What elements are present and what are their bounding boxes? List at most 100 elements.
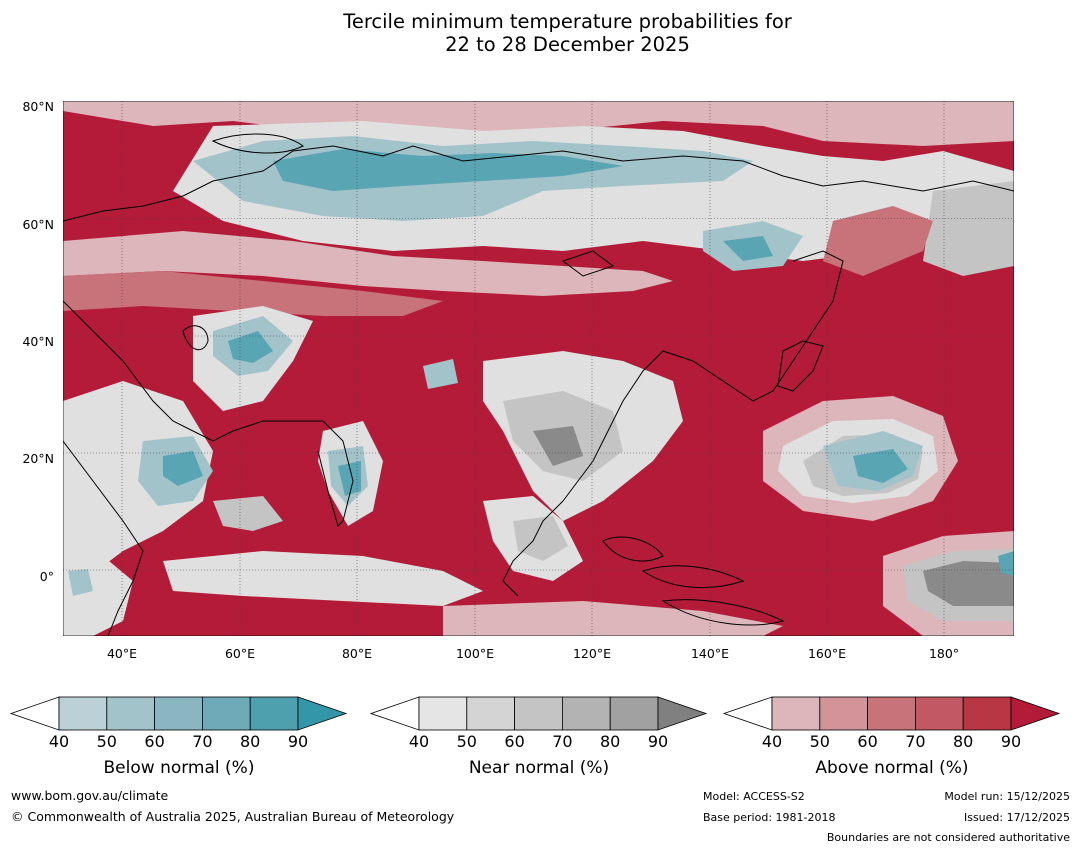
colorbar-below-title: Below normal (%) bbox=[103, 758, 255, 778]
probability-region bbox=[163, 551, 483, 606]
tick-label: 80 bbox=[240, 732, 261, 751]
tick-label: 80 bbox=[953, 732, 974, 751]
probability-region bbox=[853, 449, 908, 483]
probability-region bbox=[68, 569, 93, 596]
probability-region bbox=[228, 331, 273, 363]
coastline bbox=[62, 145, 1015, 222]
tick-label: 60 bbox=[504, 732, 525, 751]
coastline bbox=[211, 133, 304, 154]
probability-region bbox=[923, 561, 1014, 606]
tick-label: 60 bbox=[857, 732, 878, 751]
colorbar-above-title: Above normal (%) bbox=[815, 758, 969, 778]
colorbar-near-ticks: 40 50 60 70 80 90 bbox=[370, 732, 708, 752]
probability-region bbox=[723, 236, 773, 261]
coastline bbox=[602, 536, 664, 562]
tick-label: 70 bbox=[192, 732, 213, 751]
probability-map bbox=[62, 100, 1015, 637]
coastline bbox=[562, 350, 754, 502]
probability-region bbox=[823, 206, 933, 276]
colorbar-below-normal bbox=[10, 696, 348, 731]
colorbar-swatch bbox=[249, 696, 299, 731]
colorbar-swatch bbox=[867, 696, 916, 731]
colorbar-below-ticks: 40 50 60 70 80 90 bbox=[10, 732, 348, 752]
tick-label: 40 bbox=[408, 732, 430, 751]
model-run-date: Model run: 15/12/2025 bbox=[944, 790, 1070, 803]
map-title: Tercile minimum temperature probabilitie… bbox=[0, 10, 1081, 56]
probability-region bbox=[63, 231, 673, 296]
lat-label-80n: 80°N bbox=[22, 99, 54, 114]
colorbar-above-max-extension bbox=[1010, 696, 1061, 731]
tick-label: 60 bbox=[144, 732, 165, 751]
copyright-text: © Commonwealth of Australia 2025, Austra… bbox=[11, 809, 455, 824]
probability-region bbox=[533, 426, 583, 466]
probability-region bbox=[163, 451, 203, 486]
colorbar-swatch bbox=[154, 696, 203, 731]
gridlines bbox=[63, 101, 1014, 636]
colorbar-below-max-extension bbox=[297, 696, 348, 731]
colorbar-near-max-extension bbox=[657, 696, 708, 731]
tick-label: 90 bbox=[1000, 732, 1022, 751]
probability-region bbox=[923, 181, 1014, 276]
colorbar-swatch bbox=[819, 696, 869, 731]
title-line-2: 22 to 28 December 2025 bbox=[445, 33, 690, 56]
coastline bbox=[661, 599, 785, 626]
coastline bbox=[777, 340, 824, 392]
probability-region bbox=[423, 359, 458, 389]
lon-label-120e: 120°E bbox=[572, 646, 611, 661]
colorbar-swatch bbox=[58, 696, 108, 731]
lon-label-140e: 140°E bbox=[690, 646, 729, 661]
probability-region bbox=[273, 149, 623, 191]
tick-label: 50 bbox=[809, 732, 830, 751]
probability-region bbox=[338, 461, 361, 496]
model-name: Model: ACCESS-S2 bbox=[703, 790, 805, 803]
coastline bbox=[561, 250, 615, 277]
tick-label: 40 bbox=[48, 732, 70, 751]
colorbar-swatch bbox=[962, 696, 1012, 731]
lat-label-20n: 20°N bbox=[22, 451, 54, 466]
coastline bbox=[182, 325, 209, 351]
lon-label-40e: 40°E bbox=[106, 646, 138, 661]
colorbar-swatch bbox=[201, 696, 251, 731]
probability-region bbox=[213, 496, 283, 531]
coastline bbox=[62, 440, 144, 637]
base-period: Base period: 1981-2018 bbox=[703, 811, 836, 824]
lon-label-100e: 100°E bbox=[455, 646, 494, 661]
colorbar-swatch bbox=[514, 696, 563, 731]
lon-label-80e: 80°E bbox=[341, 646, 373, 661]
probability-region bbox=[63, 271, 443, 316]
tick-label: 90 bbox=[287, 732, 309, 751]
lat-label-0: 0° bbox=[39, 569, 54, 584]
map-svg bbox=[62, 100, 1015, 637]
title-line-1: Tercile minimum temperature probabilitie… bbox=[343, 10, 792, 33]
lon-label-60e: 60°E bbox=[224, 646, 256, 661]
coastline bbox=[641, 565, 745, 588]
tick-label: 50 bbox=[456, 732, 477, 751]
tick-label: 70 bbox=[552, 732, 573, 751]
tick-label: 40 bbox=[761, 732, 783, 751]
coastline bbox=[317, 420, 354, 527]
colorbar-swatch bbox=[561, 696, 611, 731]
tick-label: 50 bbox=[96, 732, 117, 751]
coastline bbox=[752, 250, 844, 402]
colorbar-swatch bbox=[914, 696, 964, 731]
colorbar-below-min-extension bbox=[10, 696, 60, 731]
coastline bbox=[62, 300, 323, 442]
colorbar-swatch bbox=[106, 696, 156, 731]
colorbar-swatch bbox=[609, 696, 659, 731]
colorbar-above-normal bbox=[723, 696, 1061, 731]
website-link[interactable]: www.bom.gov.au/climate bbox=[11, 788, 169, 803]
lat-label-60n: 60°N bbox=[22, 217, 54, 232]
colorbar-above-min-extension bbox=[723, 696, 773, 731]
probability-region bbox=[63, 101, 1014, 146]
colorbar-near-title: Near normal (%) bbox=[468, 758, 610, 778]
colorbar-swatch bbox=[418, 696, 468, 731]
issued-date: Issued: 17/12/2025 bbox=[963, 811, 1070, 824]
colorbar-above-ticks: 40 50 60 70 80 90 bbox=[723, 732, 1061, 752]
colorbar-near-min-extension bbox=[370, 696, 420, 731]
tick-label: 80 bbox=[600, 732, 621, 751]
tick-label: 70 bbox=[905, 732, 926, 751]
lat-label-40n: 40°N bbox=[22, 334, 54, 349]
lon-label-180: 180° bbox=[928, 646, 960, 661]
coastline bbox=[502, 500, 564, 597]
probability-region bbox=[443, 601, 783, 636]
